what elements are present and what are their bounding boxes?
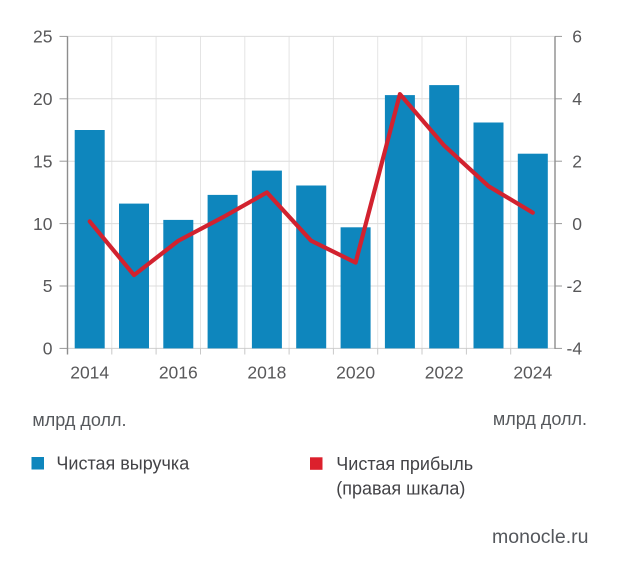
svg-text:Чистая выручка: Чистая выручка [56,454,190,474]
svg-text:10: 10 [33,214,53,234]
svg-text:-2: -2 [567,276,583,296]
svg-text:monocle.ru: monocle.ru [492,526,588,548]
svg-text:6: 6 [572,27,582,47]
svg-text:0: 0 [572,214,582,234]
svg-text:2022: 2022 [425,363,464,383]
svg-text:-4: -4 [567,339,583,359]
svg-text:25: 25 [33,27,52,47]
svg-text:0: 0 [43,339,53,359]
svg-text:20: 20 [33,89,53,109]
svg-text:2020: 2020 [336,363,375,383]
svg-text:2014: 2014 [70,363,109,383]
svg-text:2: 2 [572,151,582,171]
svg-text:(правая шкала): (правая шкала) [336,478,465,498]
svg-text:15: 15 [33,151,52,171]
svg-text:млрд долл.: млрд долл. [493,409,587,429]
svg-text:2016: 2016 [159,363,198,383]
svg-text:2018: 2018 [247,363,286,383]
svg-text:5: 5 [43,276,53,296]
svg-text:Чистая прибыль: Чистая прибыль [336,454,473,474]
svg-text:млрд долл.: млрд долл. [32,410,126,430]
svg-text:4: 4 [572,89,582,109]
svg-text:2024: 2024 [513,363,552,383]
